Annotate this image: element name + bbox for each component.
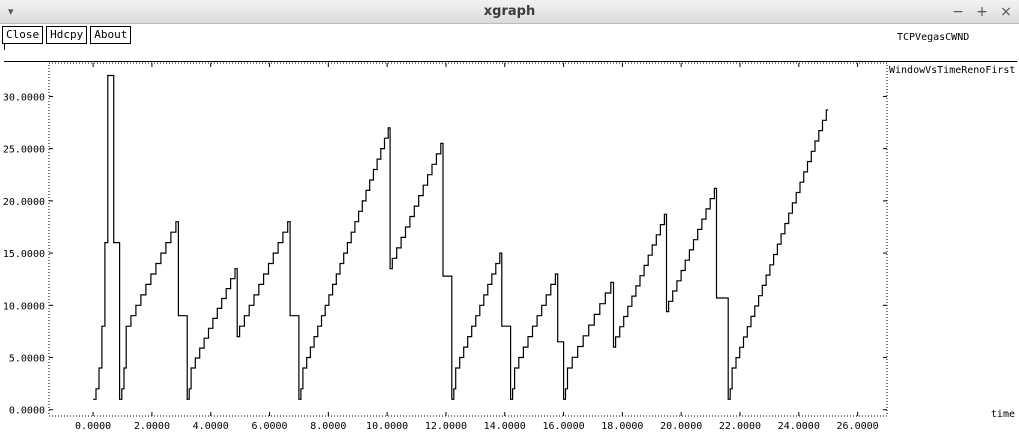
x-tick-label: 20.0000 (660, 421, 702, 432)
window-controls: − + × (951, 0, 1013, 24)
x-tick-label: 12.0000 (425, 421, 467, 432)
y-tick-label: 15.0000 (3, 249, 45, 260)
x-tick-label: 26.0000 (837, 421, 879, 432)
maximize-icon[interactable]: + (976, 4, 988, 20)
x-axis-label: time (991, 409, 1015, 420)
series-line-window-vs-time (93, 74, 829, 400)
x-tick-label: 10.0000 (366, 421, 408, 432)
y-tick-label: 25.0000 (3, 145, 45, 156)
hdcpy-button[interactable]: Hdcpy (46, 26, 88, 44)
minimize-icon[interactable]: − (952, 4, 964, 20)
legend-series-name: WindowVsTimeRenoFirst (889, 65, 1015, 76)
close-window-icon[interactable]: × (1000, 4, 1012, 20)
x-tick-label: 8.0000 (310, 421, 346, 432)
x-tick-label: 6.0000 (251, 421, 287, 432)
x-tick-label: 16.0000 (542, 421, 584, 432)
x-tick-label: 14.0000 (484, 421, 526, 432)
separator-stub (4, 44, 5, 50)
y-tick-label: 5.0000 (9, 354, 45, 365)
x-tick-label: 24.0000 (778, 421, 820, 432)
about-button[interactable]: About (90, 26, 132, 44)
close-button[interactable]: Close (2, 26, 44, 44)
window-menu-icon[interactable]: ▾ (8, 5, 14, 18)
x-tick-label: 18.0000 (601, 421, 643, 432)
y-tick-label: 0.0000 (9, 406, 45, 417)
title-bar: ▾ xgraph − + × (0, 0, 1019, 24)
top-legend-label: TCPVegasCWND (897, 32, 970, 43)
x-tick-label: 0.0000 (75, 421, 111, 432)
separator-line (4, 61, 1017, 62)
plot-frame (48, 62, 888, 417)
x-tick-label: 4.0000 (193, 421, 229, 432)
y-tick-label: 20.0000 (3, 197, 45, 208)
y-tick-label: 30.0000 (3, 92, 45, 103)
window-title: xgraph (483, 4, 536, 19)
y-tick-label: 10.0000 (3, 301, 45, 312)
xgraph-toolbar: Close Hdcpy About (2, 26, 132, 44)
x-tick-label: 22.0000 (719, 421, 761, 432)
x-tick-label: 2.0000 (134, 421, 170, 432)
